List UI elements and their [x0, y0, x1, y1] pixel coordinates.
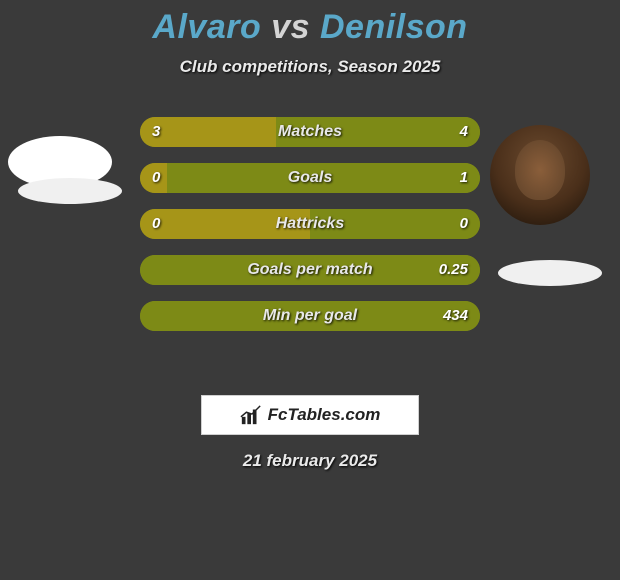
- snapshot-date: 21 february 2025: [0, 451, 620, 471]
- stat-label: Min per goal: [140, 301, 480, 331]
- player1-name: Alvaro: [152, 8, 261, 46]
- stat-bar: 0.25Goals per match: [140, 255, 480, 285]
- bar-chart-icon: [240, 404, 262, 426]
- subtitle: Club competitions, Season 2025: [0, 57, 620, 77]
- bars-container: 34Matches 01Goals 00Hattricks 0.25Goals per…: [140, 117, 480, 347]
- stat-label: Goals per match: [140, 255, 480, 285]
- stat-bar: 00Hattricks: [140, 209, 480, 239]
- player2-name: Denilson: [320, 8, 468, 46]
- content-root: Alvaro vs Denilson Club competitions, Se…: [0, 0, 620, 580]
- page-title: Alvaro vs Denilson: [0, 0, 620, 47]
- branding-box[interactable]: FcTables.com: [201, 395, 419, 435]
- stat-bar: 434Min per goal: [140, 301, 480, 331]
- vs-text: vs: [271, 8, 310, 46]
- stat-bar: 34Matches: [140, 117, 480, 147]
- stat-bar: 01Goals: [140, 163, 480, 193]
- branding-text: FcTables.com: [268, 405, 381, 425]
- stat-label: Goals: [140, 163, 480, 193]
- stat-label: Matches: [140, 117, 480, 147]
- stat-label: Hattricks: [140, 209, 480, 239]
- comparison-chart: 34Matches 01Goals 00Hattricks 0.25Goals per…: [0, 117, 620, 377]
